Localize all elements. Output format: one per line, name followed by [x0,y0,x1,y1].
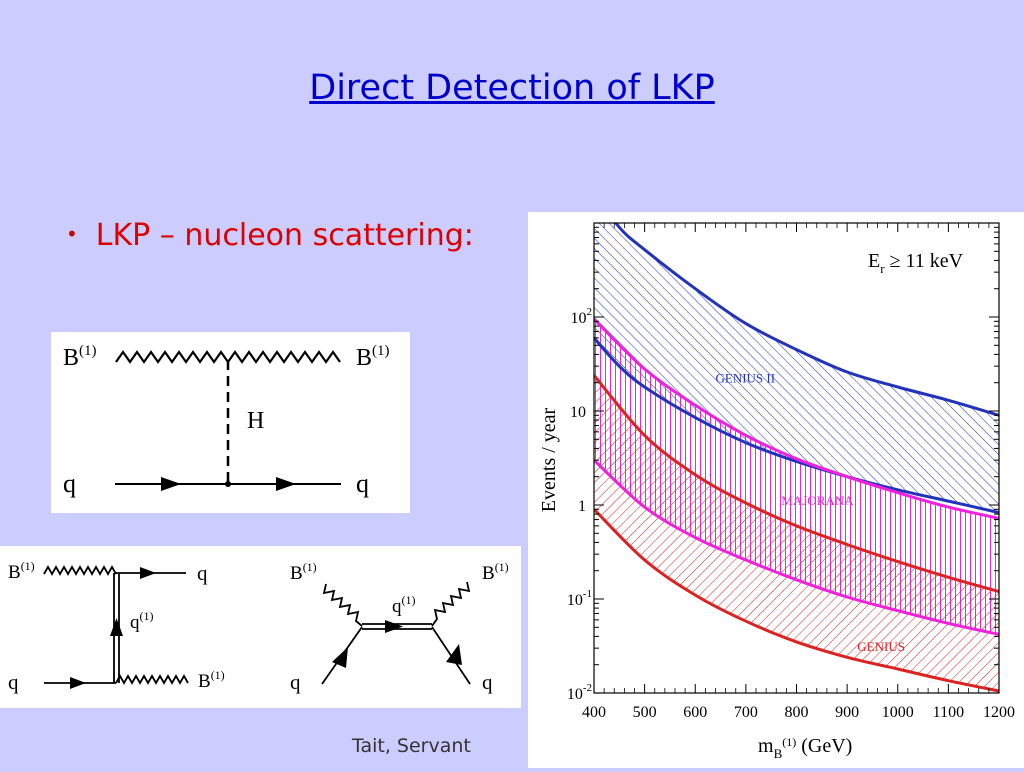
boson-wavy-line [43,565,117,576]
x-tick-label: 900 [835,704,859,721]
quark-arrow-icon [385,620,403,633]
label-quark-in: q [290,670,301,694]
band-upper-curve-0 [613,223,999,417]
y-tick-label: 10-1 [567,588,592,609]
label-boson-in: B(1) [63,343,97,371]
band-lower-curve-2 [594,508,999,693]
quark-arrow-icon [70,677,86,689]
x-axis-label: mB(1) (GeV) [758,735,852,761]
y-axis-label: Events / year [538,407,560,512]
label-quark-in: q [63,469,76,498]
band-fill-1 [594,319,999,635]
kk-quark-exchange-svg: B(1) q q(1) q B(1) B(1) B(1) q(1) q q [8,559,509,694]
kk-quark-exchange-diagrams: B(1) q q(1) q B(1) B(1) B(1) q(1) q q [0,546,521,708]
quark-arrow-icon [276,477,296,491]
label-mediator: H [247,408,264,434]
quark-arrow-icon [140,567,156,579]
x-tick-label: 700 [734,704,758,721]
x-tick-label: 600 [683,704,707,721]
band-lower-curve-1 [594,459,999,636]
y-tick-label: 102 [571,306,593,327]
label-quark-out: q [356,469,369,498]
label-boson-out: B(1) [198,668,225,692]
band-label-1: MAJORANA [781,493,854,508]
quark-arrow-icon [332,647,348,668]
x-tick-label: 1200 [983,704,1015,721]
band-upper-curve-1 [594,318,999,520]
vertex-dot [225,481,231,487]
energy-threshold-annotation: Er ≥ 11 keV [868,250,964,276]
band-lower-curve-0 [594,336,999,515]
band-upper-curve-2 [594,374,999,594]
bullet-text: LKP – nucleon scattering: [95,218,474,253]
y-tick-label: 10-2 [567,682,592,703]
label-quark-out: q [482,670,493,694]
label-quark-in: q [8,670,19,694]
bullet-item: • LKP – nucleon scattering: [66,218,474,253]
band-label-2: GENIUS [857,639,905,654]
x-tick-label: 500 [633,704,657,721]
event-rate-chart: 400 500 600 700 800 900 1000 1100 1200 10-2 10-1 1 1… [528,212,1024,768]
quark-arrow-icon [161,477,181,491]
band-label-0: GENIUS II [716,371,776,386]
higgs-exchange-svg: B(1) B(1) H q q [63,343,390,498]
label-kk-quark: q(1) [130,609,154,633]
quark-arrow-icon [110,618,123,636]
slide-title: Direct Detection of LKP [309,68,715,108]
y-tick-label: 1 [578,498,586,515]
boson-wavy-line [322,583,363,627]
band-fill-0 [594,223,999,513]
x-tick-label: 1000 [882,704,914,721]
boson-wavy-line [115,674,189,685]
credit-text: Tait, Servant [352,735,471,757]
label-kk-quark: q(1) [392,593,416,617]
bullet-dot-icon: • [66,222,78,246]
x-tick-label: 400 [582,704,606,721]
label-boson-in: B(1) [8,559,35,583]
label-boson-in: B(1) [290,560,317,584]
label-boson-out: B(1) [356,343,390,371]
boson-wavy-line [431,581,471,627]
label-boson-out: B(1) [482,560,509,584]
higgs-exchange-diagram: B(1) B(1) H q q [51,332,410,513]
x-tick-label: 1100 [933,704,964,721]
label-quark-out: q [197,561,208,585]
x-tick-label: 800 [785,704,809,721]
quark-arrow-icon [446,644,462,665]
y-tick-label: 10 [570,404,586,421]
event-rate-chart-svg: 400 500 600 700 800 900 1000 1100 1200 10-2 10-1 1 1… [538,222,1015,761]
